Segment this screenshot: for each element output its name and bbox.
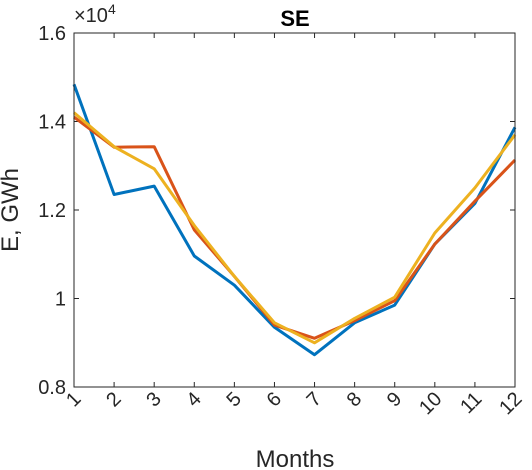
y-axis-label: E, GWh (0, 168, 24, 252)
y-tick-label: 0.8 (38, 377, 66, 399)
y-tick-label: 1.4 (38, 112, 66, 134)
series-line-3 (73, 111, 517, 345)
x-tick-label: 7 (303, 388, 326, 411)
x-tick-label: 4 (182, 388, 205, 411)
x-tick-label: 9 (383, 388, 406, 411)
y-tick-label: 1.6 (38, 23, 66, 45)
y-axis-multiplier: ×104 (74, 1, 116, 27)
x-tick-label: 3 (142, 388, 165, 411)
x-tick-label: 12 (495, 388, 526, 419)
series-lines (72, 83, 517, 357)
y-axis-ticks: 0.8 1 1.2 1.4 1.6 (38, 23, 515, 399)
x-tick-label: 5 (222, 388, 245, 411)
x-axis-label: Months (256, 446, 335, 470)
chart-title: SE (280, 6, 309, 31)
x-tick-label: 10 (415, 388, 446, 419)
y-tick-label: 1.2 (38, 200, 66, 222)
series-line-2 (73, 115, 517, 340)
x-tick-label: 6 (263, 388, 286, 411)
x-tick-label: 1 (62, 388, 85, 411)
plot-frame (73, 32, 516, 388)
x-axis-ticks: 1 2 3 4 5 6 7 8 9 10 11 12 (62, 33, 527, 419)
x-tick-label: 11 (456, 388, 486, 418)
series-line-1 (72, 83, 517, 357)
x-tick-label: 8 (343, 388, 366, 411)
x-tick-label: 2 (102, 388, 125, 411)
y-tick-label: 1 (55, 289, 66, 311)
